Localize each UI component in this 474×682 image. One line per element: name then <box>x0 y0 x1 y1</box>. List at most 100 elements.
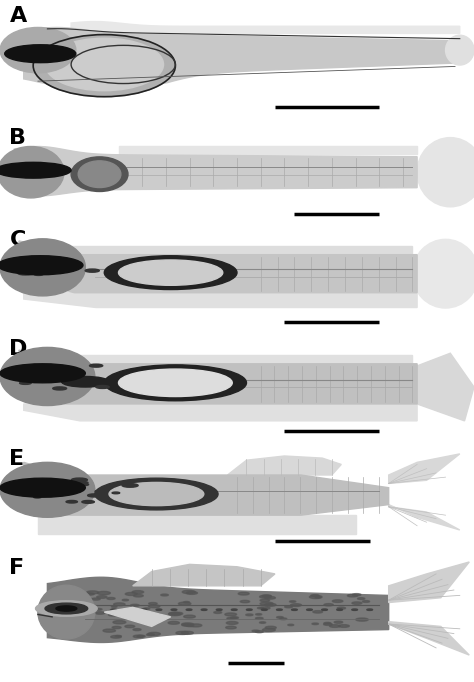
Text: E: E <box>9 449 25 469</box>
Circle shape <box>255 617 263 619</box>
Circle shape <box>111 609 117 610</box>
Circle shape <box>290 601 296 602</box>
Circle shape <box>178 602 191 605</box>
Circle shape <box>85 593 94 595</box>
Circle shape <box>252 630 259 632</box>
Circle shape <box>262 595 271 597</box>
Circle shape <box>66 501 77 503</box>
Circle shape <box>255 614 262 615</box>
Circle shape <box>324 623 332 625</box>
Circle shape <box>260 607 270 609</box>
Circle shape <box>186 625 194 627</box>
Polygon shape <box>118 147 417 154</box>
Circle shape <box>62 376 109 387</box>
Circle shape <box>322 609 328 610</box>
Circle shape <box>148 605 160 608</box>
Circle shape <box>337 609 342 610</box>
Circle shape <box>147 621 158 624</box>
Circle shape <box>103 629 116 632</box>
Ellipse shape <box>104 365 246 401</box>
Circle shape <box>186 591 198 595</box>
Circle shape <box>182 624 191 626</box>
Circle shape <box>111 606 117 608</box>
Circle shape <box>134 595 143 597</box>
Circle shape <box>260 602 273 606</box>
Circle shape <box>334 621 343 623</box>
Circle shape <box>79 484 89 486</box>
Polygon shape <box>24 27 460 84</box>
Ellipse shape <box>95 478 218 510</box>
Circle shape <box>137 612 147 615</box>
Circle shape <box>24 269 35 271</box>
Ellipse shape <box>0 462 95 518</box>
Circle shape <box>30 371 41 373</box>
Circle shape <box>307 609 312 610</box>
Circle shape <box>332 599 343 602</box>
Polygon shape <box>71 246 412 254</box>
Circle shape <box>265 626 276 629</box>
Circle shape <box>18 271 33 275</box>
Text: B: B <box>9 128 27 148</box>
Circle shape <box>97 591 110 595</box>
Circle shape <box>53 387 67 390</box>
Circle shape <box>262 609 267 610</box>
Circle shape <box>169 612 179 614</box>
Circle shape <box>260 599 270 602</box>
Circle shape <box>95 490 103 492</box>
Polygon shape <box>19 350 417 404</box>
Circle shape <box>352 593 361 596</box>
Circle shape <box>125 625 135 627</box>
Circle shape <box>133 629 141 631</box>
Circle shape <box>36 601 97 617</box>
Circle shape <box>112 492 120 494</box>
Circle shape <box>114 603 125 606</box>
Circle shape <box>35 370 49 374</box>
Circle shape <box>17 376 26 379</box>
Circle shape <box>182 623 193 626</box>
Circle shape <box>156 609 162 610</box>
Text: C: C <box>9 231 26 250</box>
Ellipse shape <box>417 138 474 207</box>
Circle shape <box>264 604 276 606</box>
Text: D: D <box>9 340 28 359</box>
Circle shape <box>0 256 83 275</box>
Circle shape <box>329 625 340 627</box>
Circle shape <box>231 617 238 619</box>
Circle shape <box>47 491 57 493</box>
Polygon shape <box>389 454 460 484</box>
Circle shape <box>315 597 321 598</box>
Polygon shape <box>38 515 356 534</box>
Circle shape <box>95 608 102 610</box>
Circle shape <box>151 617 162 620</box>
Circle shape <box>133 635 144 638</box>
Circle shape <box>257 607 264 609</box>
Circle shape <box>149 602 157 605</box>
Circle shape <box>119 612 131 615</box>
Circle shape <box>144 608 150 610</box>
Polygon shape <box>133 565 275 586</box>
Circle shape <box>280 618 287 620</box>
Circle shape <box>356 618 368 621</box>
Polygon shape <box>71 355 412 364</box>
Circle shape <box>45 603 88 614</box>
Circle shape <box>34 496 41 498</box>
Ellipse shape <box>118 260 223 285</box>
Circle shape <box>285 606 292 608</box>
Circle shape <box>259 622 265 623</box>
Circle shape <box>107 597 115 599</box>
Polygon shape <box>389 505 460 530</box>
Circle shape <box>347 594 357 597</box>
Ellipse shape <box>0 347 95 406</box>
Circle shape <box>190 624 202 627</box>
Ellipse shape <box>412 239 474 308</box>
Circle shape <box>0 162 71 178</box>
Polygon shape <box>417 353 474 421</box>
Circle shape <box>87 591 99 594</box>
Circle shape <box>226 621 238 625</box>
Circle shape <box>214 612 222 613</box>
Ellipse shape <box>78 161 121 188</box>
Circle shape <box>238 592 249 595</box>
Circle shape <box>0 478 85 497</box>
Polygon shape <box>389 562 469 603</box>
Circle shape <box>310 595 322 599</box>
